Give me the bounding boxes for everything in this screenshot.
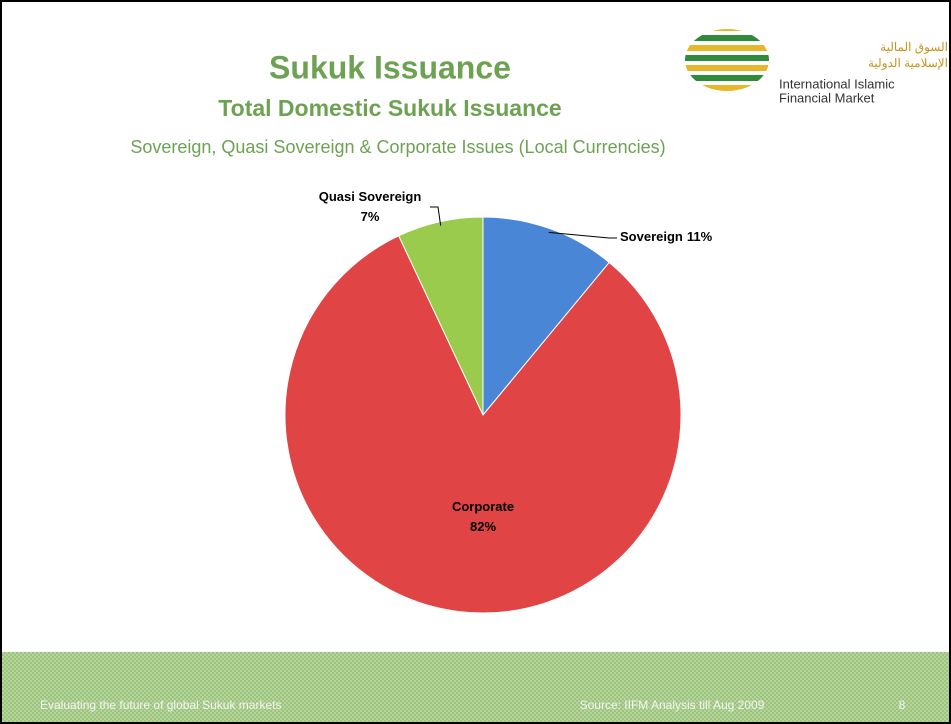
label-value: 11% [687, 229, 713, 244]
footer-source: Source: IIFM Analysis till Aug 2009 [580, 698, 765, 712]
logo-arabic: السوق المالية [880, 40, 948, 54]
page-number: 8 [899, 698, 906, 712]
leader-line [430, 206, 442, 226]
pie-slice [284, 235, 682, 614]
data-label: Corporate 82% [452, 499, 514, 534]
logo-mark [685, 29, 769, 91]
pie-slice [482, 216, 610, 417]
title: Sukuk Issuance [269, 49, 511, 85]
data-label: Quasi Sovereign 7% [319, 189, 422, 224]
logo-english: Financial Market [779, 90, 875, 105]
data-label: Sovereign 11% [620, 229, 713, 244]
label-value: 82% [470, 519, 496, 534]
subtitle: Total Domestic Sukuk Issuance [218, 95, 561, 121]
label-name: Quasi Sovereign [319, 189, 422, 204]
label-value: 7% [361, 209, 380, 224]
footer-band [2, 652, 949, 722]
leader-line [548, 231, 617, 239]
label-name: Corporate [452, 499, 514, 514]
pie-chart: Sovereign 11% Corporate 82% Quasi Sovereign 7… [284, 189, 713, 614]
logo-english: International Islamic [779, 76, 895, 91]
footer-text: Evaluating the future of global Sukuk ma… [40, 698, 281, 712]
logo-arabic: الإسلامية الدولية [868, 56, 948, 71]
description: Sovereign, Quasi Sovereign & Corporate I… [130, 137, 665, 157]
label-name: Sovereign [620, 229, 683, 244]
